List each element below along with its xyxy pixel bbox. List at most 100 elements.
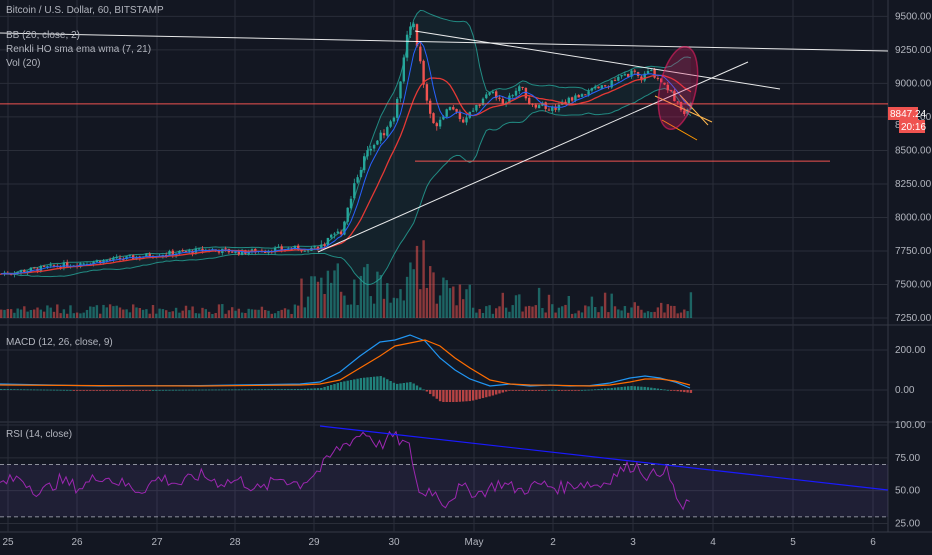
drawings[interactable] <box>0 30 889 253</box>
macd-histogram-bar <box>13 389 16 390</box>
volume-bar <box>669 305 673 318</box>
volume-bar <box>475 312 478 318</box>
volume-bar <box>273 313 277 318</box>
macd-histogram-bar <box>343 381 346 390</box>
macd-histogram-bar <box>405 382 409 390</box>
volume-bar <box>544 312 547 318</box>
volume-bar <box>326 270 330 318</box>
macd-histogram-bar <box>42 389 46 391</box>
candle-body <box>115 257 118 259</box>
volume-bar <box>396 298 399 318</box>
volume-bar <box>280 309 283 318</box>
volume-bar <box>458 284 462 318</box>
macd-histogram-bar <box>89 390 92 391</box>
candle-body <box>501 98 504 104</box>
candle-body <box>412 23 415 28</box>
macd-histogram-bar <box>46 389 49 391</box>
macd-histogram-bar <box>386 379 389 390</box>
indicator-bb[interactable]: BB (20, close, 2) <box>6 30 80 41</box>
volume-bar <box>56 304 59 318</box>
macd-histogram-bar <box>108 390 112 391</box>
volume-bar <box>16 308 19 318</box>
macd-histogram-bar <box>161 389 165 391</box>
macd-histogram-bar <box>429 390 432 394</box>
candle-body <box>429 100 432 114</box>
macd-histogram-bar <box>39 389 42 391</box>
macd-histogram-bar <box>679 390 683 392</box>
price-tick-label: 8500.00 <box>895 145 932 156</box>
volume-bar <box>6 309 9 318</box>
macd-histogram-bar <box>247 389 250 391</box>
macd-histogram-bar <box>231 389 234 391</box>
macd-histogram-bar <box>244 389 247 391</box>
candle-body <box>336 231 339 234</box>
macd-title[interactable]: MACD (12, 26, close, 9) <box>6 337 113 348</box>
macd-histogram-bar <box>237 389 240 391</box>
indicator-vol[interactable]: Vol (20) <box>6 58 40 69</box>
macd-histogram-bar <box>49 389 52 391</box>
volume-bar <box>485 306 488 318</box>
macd-histogram-bar <box>438 390 442 402</box>
macd-histogram-bar <box>171 389 174 391</box>
volume-bar <box>141 309 145 318</box>
candle-body <box>99 261 102 264</box>
macd-tick-label: 0.00 <box>895 385 915 396</box>
candle-body <box>19 270 23 273</box>
volume-bar <box>462 299 465 318</box>
volume-bar <box>382 298 386 318</box>
macd-histogram-bar <box>224 389 227 391</box>
volume-bar <box>214 313 217 318</box>
macd-histogram-bar <box>435 390 438 399</box>
volume-bar <box>171 311 174 318</box>
candle-body <box>574 95 577 101</box>
macd-histogram-bar <box>636 386 640 390</box>
candle-body <box>339 231 343 235</box>
volume-bar <box>89 306 92 318</box>
macd-histogram-bar <box>534 390 537 391</box>
rsi-title[interactable]: RSI (14, close) <box>6 429 72 440</box>
macd-histogram-bar <box>369 377 372 390</box>
macd-histogram-bar <box>478 390 481 399</box>
candle-body <box>669 89 673 92</box>
candle-body <box>409 26 412 36</box>
macd-histogram-bar <box>356 378 359 390</box>
candle-body <box>405 34 409 58</box>
ma-fast-line <box>1 40 692 275</box>
volume-bar <box>640 309 643 318</box>
volume-bar <box>429 266 432 318</box>
macd-histogram-bar <box>148 390 151 391</box>
volume-bar <box>653 311 656 318</box>
volume-bar <box>597 312 600 318</box>
macd-histogram-bar <box>485 390 488 398</box>
volume-bar <box>541 308 544 318</box>
macd-histogram-bar <box>468 390 471 402</box>
volume-bar <box>250 309 254 318</box>
volume-bar <box>313 276 316 318</box>
volume-bar <box>29 309 33 318</box>
indicator-ma[interactable]: Renkli HO sma ema wma (7, 21) <box>6 44 151 55</box>
candle-body <box>346 207 349 222</box>
macd-histogram-bar <box>85 390 89 391</box>
candle-body <box>524 87 528 99</box>
candle-body <box>224 248 227 250</box>
macd-histogram-bar <box>316 388 320 390</box>
candle-body <box>313 246 316 248</box>
macd-pane <box>0 334 693 402</box>
candle-body <box>198 248 201 250</box>
volume-bar <box>257 309 260 318</box>
volume-bar <box>584 305 587 318</box>
candle-body <box>399 81 402 99</box>
macd-histogram-bar <box>412 383 415 390</box>
candle-body <box>105 260 108 262</box>
price-tick-label: 7250.00 <box>895 313 932 324</box>
macd-histogram-bar <box>623 386 627 390</box>
macd-histogram-bar <box>240 389 244 391</box>
macd-histogram-bar <box>297 389 300 390</box>
volume-bar <box>178 312 181 318</box>
macd-histogram-bar <box>36 389 39 391</box>
volume-bar <box>353 279 356 318</box>
volume-bar <box>650 312 653 318</box>
candle-body <box>587 91 590 95</box>
